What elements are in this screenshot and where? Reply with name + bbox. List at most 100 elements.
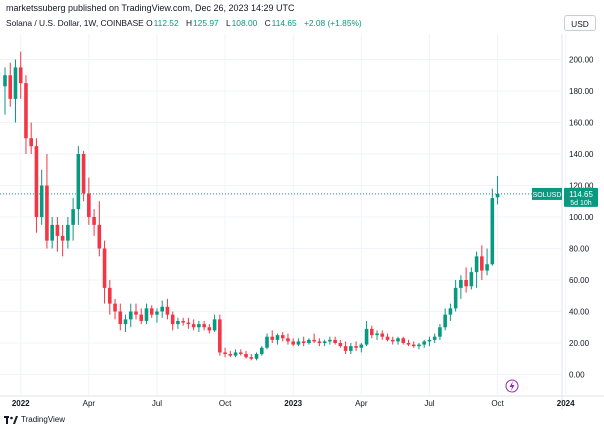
candle-body: [385, 336, 390, 340]
currency-button[interactable]: USD: [564, 15, 596, 31]
candle: [291, 338, 295, 347]
candle-body: [128, 311, 133, 320]
candle: [212, 314, 217, 332]
candle: [139, 308, 144, 325]
tradingview-brand[interactable]: TradingView: [4, 415, 65, 424]
candle: [390, 336, 395, 345]
candles: [3, 51, 500, 361]
candle-body: [13, 67, 18, 99]
y-tick-label: 100.00: [569, 213, 594, 222]
candle: [29, 122, 33, 154]
x-tick-label: Oct: [219, 399, 232, 408]
candle: [81, 150, 86, 202]
candle: [102, 240, 107, 304]
candle: [181, 317, 185, 326]
candle: [265, 333, 269, 350]
candle-body: [102, 248, 107, 288]
candle: [176, 317, 180, 329]
tradingview-logo-icon: [4, 415, 18, 424]
candle: [249, 354, 254, 361]
candle: [160, 300, 164, 318]
lightning-icon[interactable]: [505, 379, 519, 393]
candle: [3, 67, 7, 115]
axes: 0.00 20.00 40.00 60.00 80.00 100.00 120.00 140.…: [12, 56, 594, 409]
candle-body: [118, 311, 123, 325]
candle: [202, 320, 206, 331]
candle-body: [280, 335, 285, 339]
price-tag-bg: [564, 187, 598, 207]
y-tick-label: 0.00: [569, 371, 585, 380]
candle: [18, 51, 23, 99]
candle: [197, 320, 201, 332]
candle-body: [81, 154, 86, 194]
candle: [464, 267, 468, 293]
brand-label: TradingView: [21, 415, 66, 424]
close-label: C: [264, 18, 271, 28]
open-label: O: [146, 18, 153, 28]
candle-body: [66, 224, 70, 241]
candle: [301, 336, 306, 347]
candle-body: [296, 341, 301, 345]
candle-body: [87, 193, 91, 217]
symbol-info-line: Solana / U.S. Dollar, 1W, COINBASE O112.…: [6, 18, 362, 28]
candle: [191, 319, 196, 331]
candle: [354, 341, 358, 351]
candle: [60, 224, 65, 257]
candle-body: [380, 333, 385, 337]
candle: [459, 275, 463, 299]
candle: [223, 347, 227, 358]
candle: [76, 146, 81, 225]
candle-body: [490, 198, 495, 265]
candle-body: [464, 280, 468, 287]
y-tick-label: 60.00: [569, 276, 590, 285]
candle-body: [328, 339, 332, 342]
candle: [39, 169, 44, 225]
candle-body: [18, 67, 23, 84]
x-tick-label: 2024: [557, 399, 575, 408]
x-tick-label: Oct: [491, 399, 504, 408]
candle: [118, 303, 123, 331]
candle-body: [3, 75, 7, 87]
change-value: +2.08 (+1.85%): [303, 18, 362, 28]
high-value: 125.97: [193, 18, 219, 28]
candle: [338, 339, 343, 348]
low-label: L: [225, 18, 231, 28]
candle: [495, 176, 500, 205]
candle: [474, 251, 479, 288]
candle: [254, 352, 259, 361]
candle-body: [307, 339, 311, 343]
symbol-tag-bg: [532, 187, 562, 200]
candle: [45, 154, 49, 249]
candle-body: [123, 319, 128, 325]
candle-body: [354, 346, 358, 348]
y-tick-label: 80.00: [569, 245, 590, 254]
candle: [275, 333, 280, 345]
symbol-name: Solana / U.S. Dollar, 1W, COINBASE: [6, 18, 144, 28]
published-by-line: marketssuberg published on TradingView.c…: [6, 3, 295, 13]
candle-body: [432, 336, 437, 340]
candle-body: [113, 303, 117, 312]
candle-body: [438, 327, 442, 337]
candle-body: [92, 217, 96, 225]
candle: [113, 298, 117, 320]
candle-body: [443, 314, 447, 328]
candle-body: [39, 185, 44, 217]
candle-body: [34, 146, 39, 217]
candle: [485, 248, 489, 276]
candle: [228, 350, 233, 358]
y-tick-label: 180.00: [569, 87, 594, 96]
candle: [87, 177, 91, 225]
candle-body: [495, 193, 500, 198]
candle: [239, 349, 243, 356]
candle-body: [286, 338, 290, 342]
candle-body: [359, 344, 364, 348]
candle: [443, 308, 447, 331]
candle-body: [480, 256, 484, 271]
candle: [34, 138, 39, 233]
candle: [8, 62, 13, 107]
candle-body: [207, 327, 212, 331]
candle-body: [338, 343, 343, 347]
candle: [480, 245, 484, 280]
candle: [333, 336, 337, 345]
